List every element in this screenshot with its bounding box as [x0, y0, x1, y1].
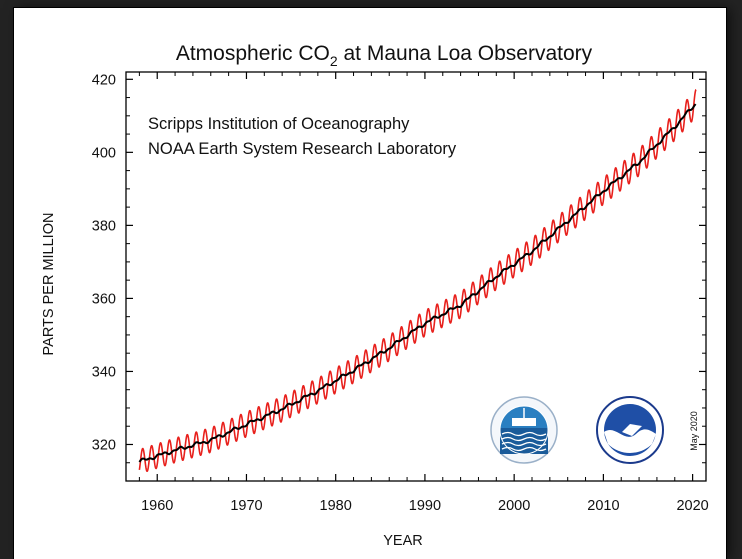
- credit-text: Scripps Institution of Oceanography NOAA …: [148, 115, 457, 158]
- x-tick-label: 1980: [320, 498, 352, 514]
- chart-title: Atmospheric CO2 at Mauna Loa Observatory: [176, 42, 593, 69]
- x-tick-label: 2010: [587, 498, 619, 514]
- title-subscript: 2: [330, 53, 338, 69]
- plot-area: [125, 71, 707, 482]
- x-tick-label: 2020: [676, 498, 708, 514]
- chart-card: Atmospheric CO2 at Mauna Loa Observatory…: [14, 8, 726, 559]
- scripps-logo: [490, 396, 558, 464]
- credit-line: NOAA Earth System Research Laboratory: [148, 140, 457, 158]
- axis-ticks: 1960 1970 1980 1990 2000 2010 2020 320 340 360 380…: [92, 72, 709, 514]
- y-tick-label: 380: [92, 218, 116, 234]
- noaa-logo: [596, 396, 664, 464]
- x-tick-label: 1960: [141, 498, 173, 514]
- y-tick-label: 340: [92, 364, 116, 380]
- y-axis-label: PARTS PER MILLION: [41, 213, 57, 356]
- y-tick-label: 320: [92, 437, 116, 453]
- monthly-series-line: [138, 88, 697, 473]
- x-tick-label: 2000: [498, 498, 530, 514]
- title-main: Atmospheric CO: [176, 42, 330, 65]
- x-axis-label: YEAR: [383, 533, 423, 549]
- credit-line: Scripps Institution of Oceanography: [148, 115, 410, 133]
- plot-border: [125, 71, 707, 482]
- date-stamp: May 2020: [689, 411, 699, 451]
- co2-chart: Atmospheric CO2 at Mauna Loa Observatory…: [41, 42, 709, 549]
- y-tick-label: 400: [92, 145, 116, 161]
- logos: [490, 396, 664, 464]
- x-tick-label: 1990: [409, 498, 441, 514]
- data-layer: [138, 88, 697, 473]
- y-tick-label: 420: [92, 72, 116, 88]
- x-tick-label: 1970: [230, 498, 262, 514]
- trend-series-line: [138, 103, 697, 463]
- y-tick-label: 360: [92, 291, 116, 307]
- title-suffix: at Mauna Loa Observatory: [338, 42, 593, 65]
